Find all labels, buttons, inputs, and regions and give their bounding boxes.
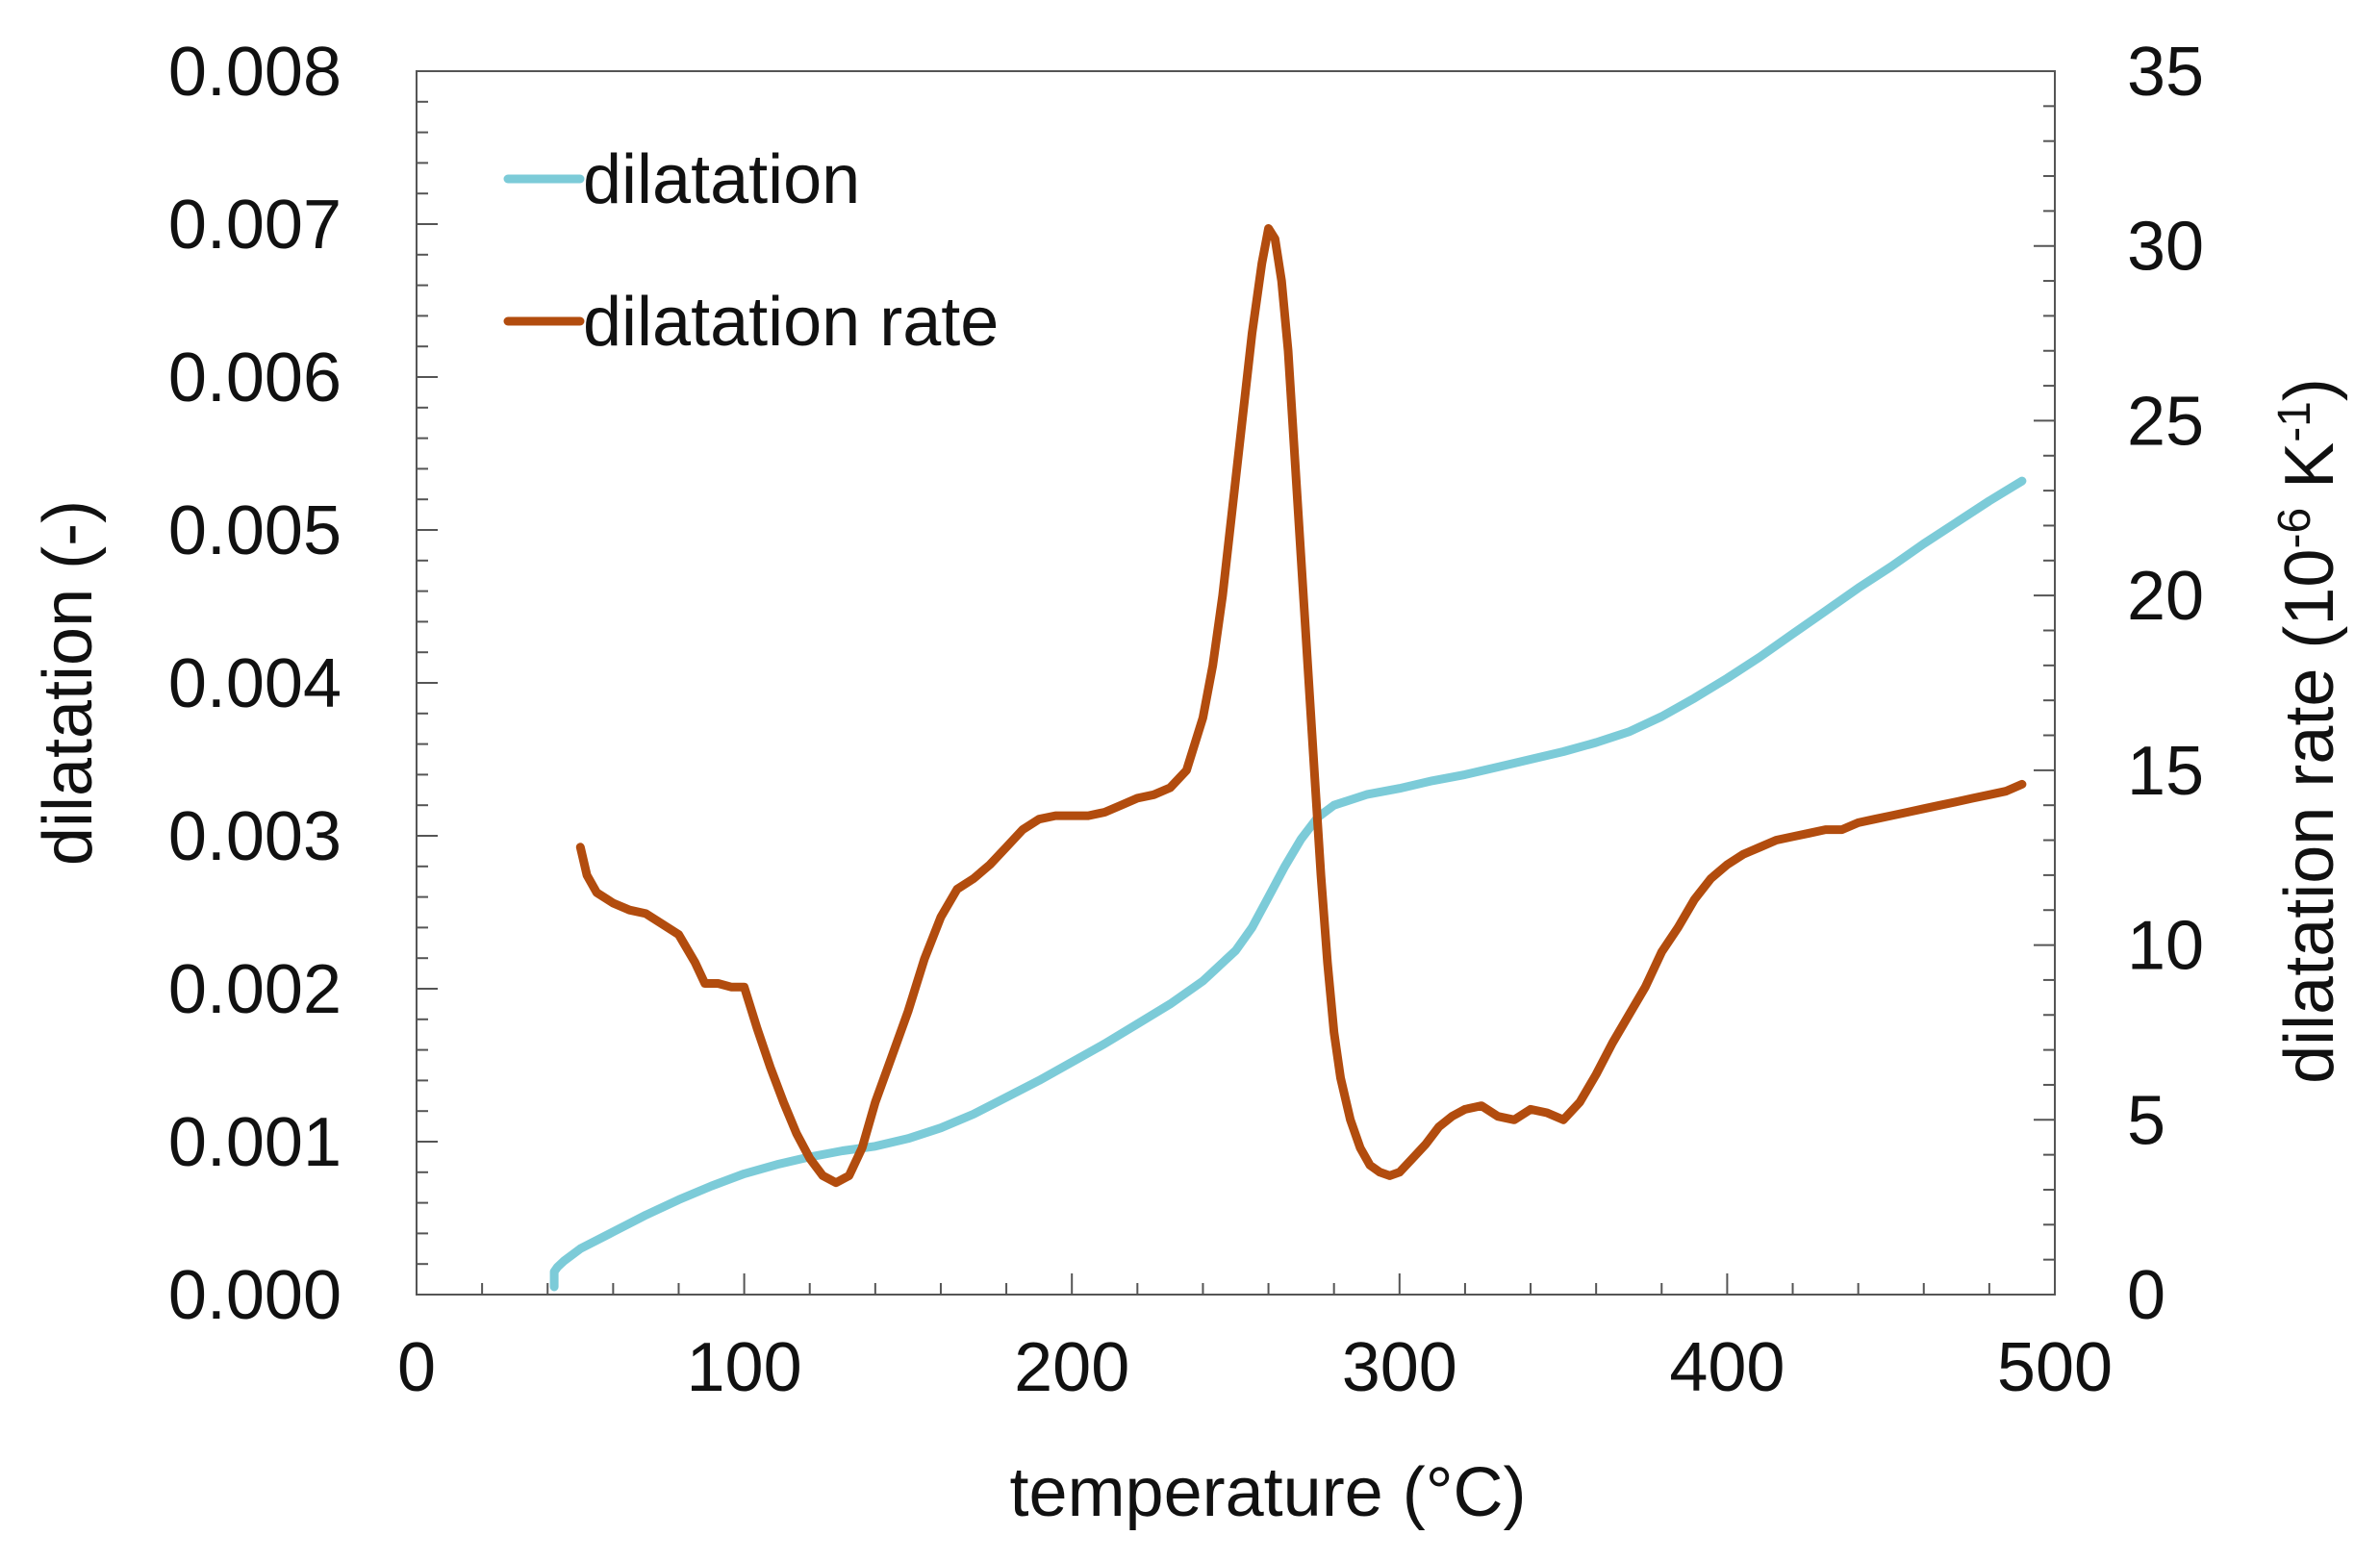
y-left-tick-label: 0.003 <box>168 798 342 875</box>
x-tick-label: 400 <box>1669 1329 1785 1406</box>
y-left-tick-label: 0.002 <box>168 951 342 1028</box>
plot-frame <box>416 70 2056 1296</box>
y-right-tick-label: 25 <box>2127 383 2204 460</box>
y-left-tick-label: 0.007 <box>168 187 342 264</box>
y-left-tick-label: 0.005 <box>168 492 342 569</box>
y-left-axis-title: dilatation (-) <box>30 500 107 866</box>
series-line-dilatation <box>549 476 2027 1292</box>
x-tick-label: 200 <box>1014 1329 1129 1406</box>
legend-label-dilatation: dilatation <box>583 141 860 218</box>
y-right-tick-label: 0 <box>2127 1257 2165 1334</box>
legend-label-dilatation-rate: dilatation rate <box>583 284 999 361</box>
y-right-tick-label: 20 <box>2127 558 2204 635</box>
legend: dilatation dilatation rate <box>503 141 999 361</box>
y-right-tick-label: 30 <box>2127 209 2204 286</box>
y-right-axis-ticks: 0 5 10 15 20 25 30 35 <box>2034 34 2204 1334</box>
y-left-tick-label: 0.006 <box>168 340 342 416</box>
y-right-tick-label: 15 <box>2127 733 2204 810</box>
y-right-axis-title: dilatation rate (10-6 K-1) <box>2269 378 2348 1084</box>
y-left-axis-ticks: 0.000 0.001 0.002 0.003 0.004 0.005 0.006 0.007… <box>168 34 438 1334</box>
x-axis-ticks: 0 100 200 300 400 500 <box>397 1273 2113 1406</box>
x-tick-label: 500 <box>1997 1329 2113 1406</box>
series-line-dilatation-rate <box>575 224 2027 1188</box>
y-right-tick-label: 5 <box>2127 1082 2165 1159</box>
x-axis-title: temperature (°C) <box>1010 1454 1527 1531</box>
x-tick-label: 0 <box>397 1329 436 1406</box>
y-right-tick-label: 10 <box>2127 908 2204 985</box>
x-tick-label: 300 <box>1342 1329 1457 1406</box>
y-left-tick-label: 0.001 <box>168 1104 342 1181</box>
y-right-tick-label: 35 <box>2127 34 2204 111</box>
y-left-tick-label: 0.008 <box>168 34 342 111</box>
series-lines <box>549 224 2027 1292</box>
y-left-tick-label: 0.004 <box>168 645 342 722</box>
x-tick-label: 100 <box>687 1329 802 1406</box>
y-left-tick-label: 0.000 <box>168 1257 342 1334</box>
